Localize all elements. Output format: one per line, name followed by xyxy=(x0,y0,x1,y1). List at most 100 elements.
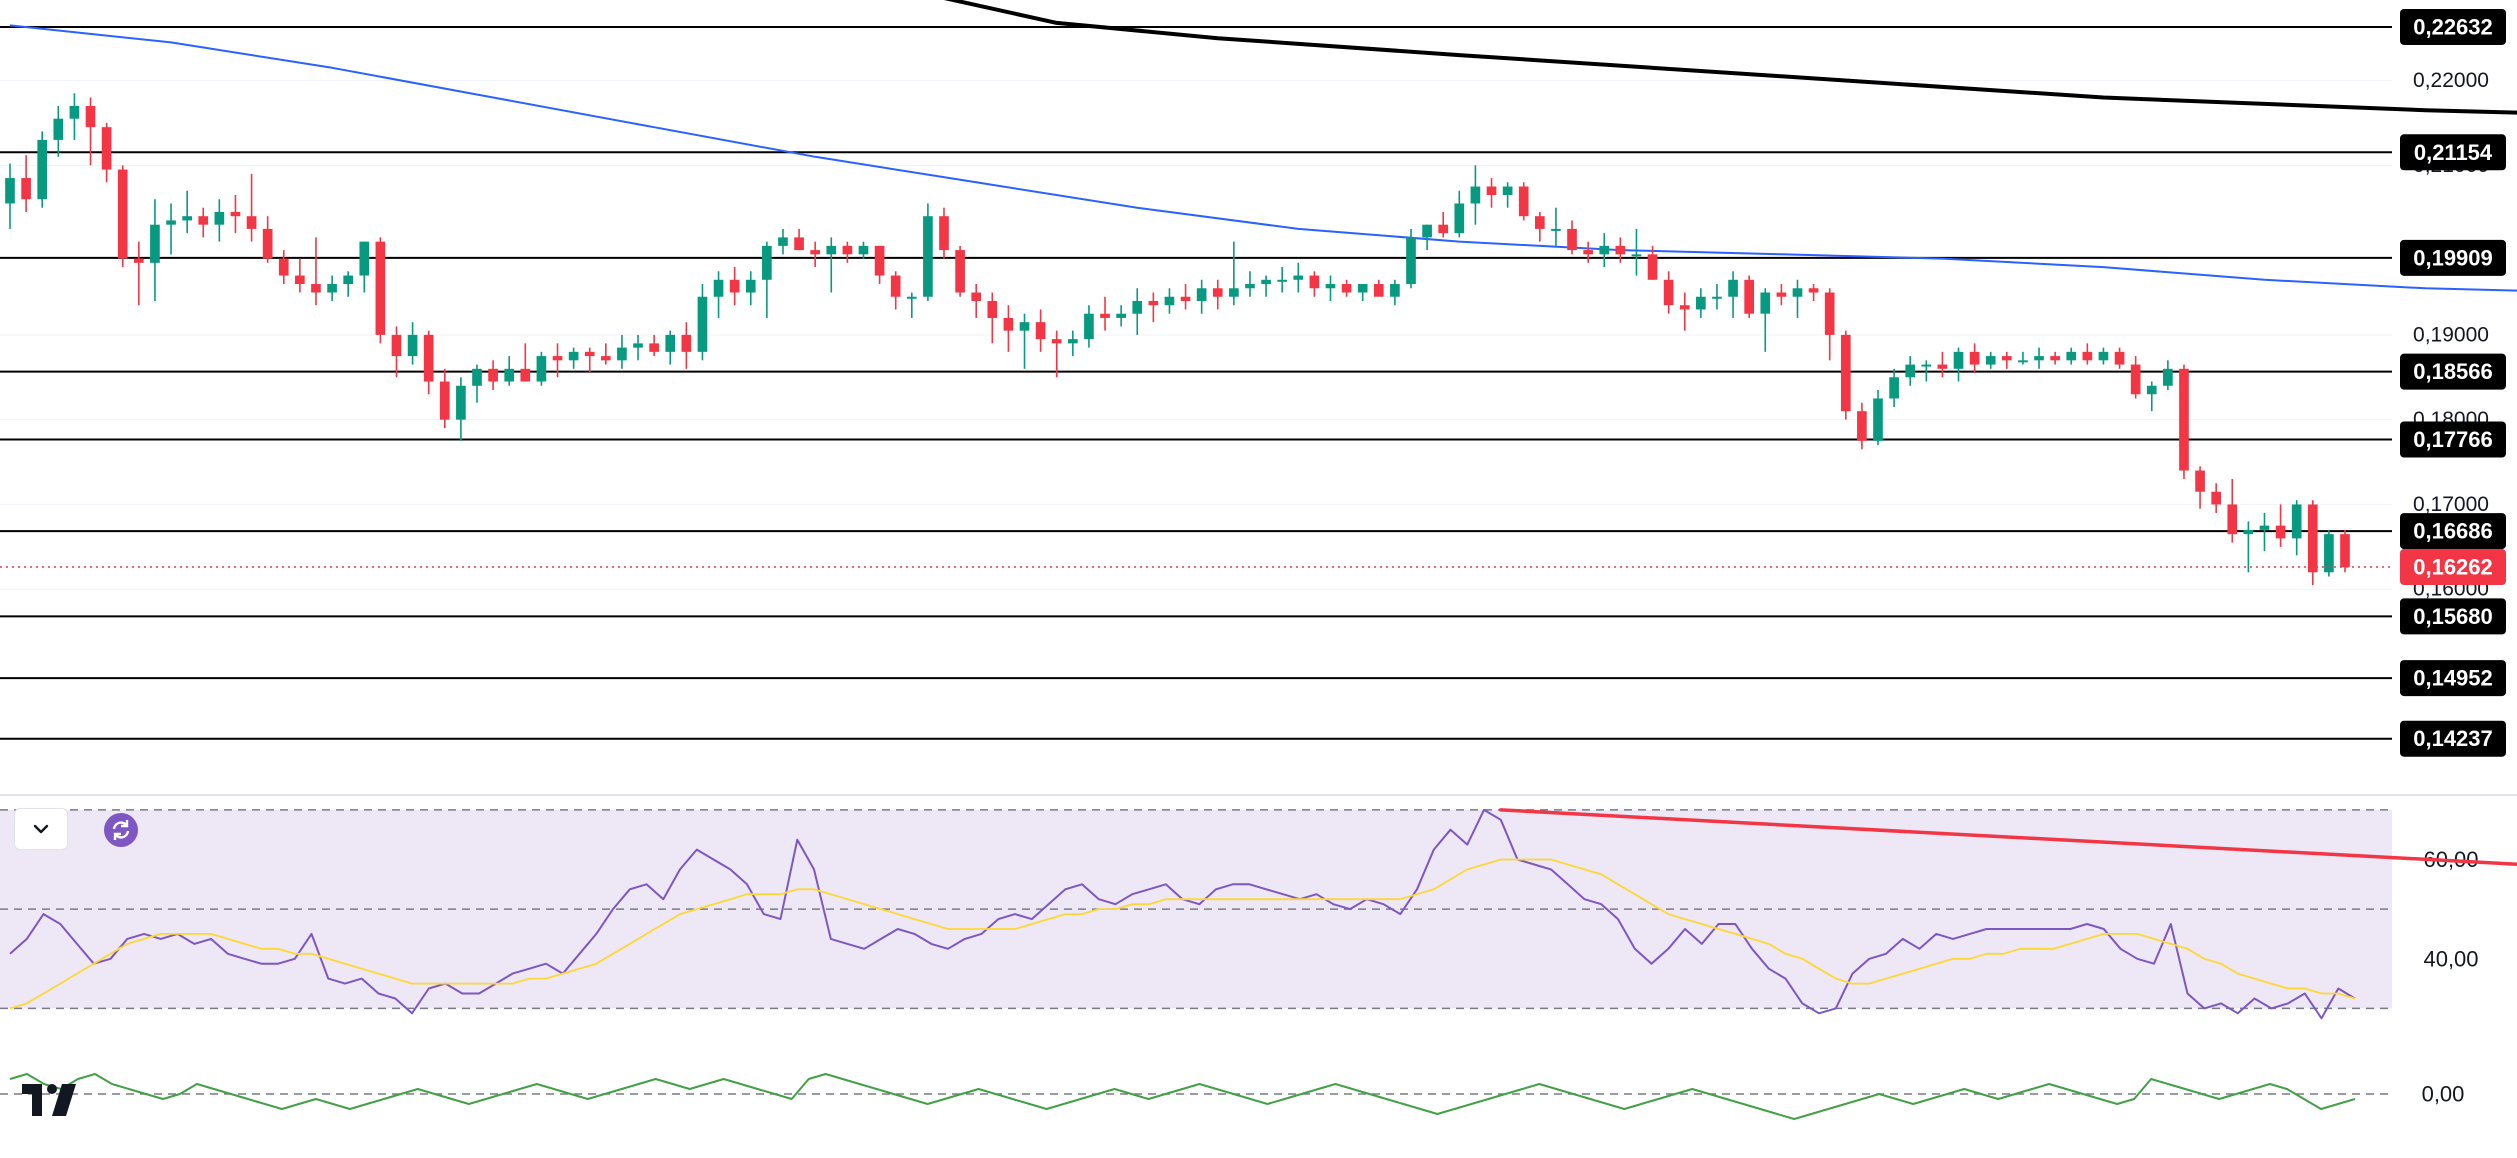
candle-body xyxy=(729,279,740,293)
candle-body xyxy=(1857,411,1867,441)
candle-body xyxy=(1245,284,1255,289)
candle-body xyxy=(1325,284,1336,289)
refresh-button[interactable] xyxy=(100,810,142,850)
candle-body xyxy=(1293,275,1304,280)
level-label-bg xyxy=(2400,353,2506,390)
candle-body xyxy=(762,245,772,280)
candle-body xyxy=(971,292,982,301)
collapse-button[interactable] xyxy=(14,808,68,850)
candle-body xyxy=(1035,322,1046,340)
rsi-line-yellow xyxy=(9,858,2356,1010)
candle-body xyxy=(1100,313,1110,318)
level-label: 0,17766 xyxy=(2413,427,2493,452)
oscillator-y-tick-label: 0,00 xyxy=(2422,1082,2465,1107)
candle-body xyxy=(69,105,80,119)
candle-body xyxy=(2275,525,2286,539)
candle-body xyxy=(1792,288,1803,297)
candle-body xyxy=(665,334,676,352)
candle-body xyxy=(37,139,48,200)
candle-body xyxy=(2066,351,2077,361)
candle-body xyxy=(2001,356,2012,361)
candle-body xyxy=(198,216,209,225)
candle-body xyxy=(1357,284,1368,293)
price-y-tick-label: 0,22000 xyxy=(2413,69,2489,92)
candle-body xyxy=(1341,284,1352,293)
candle-body xyxy=(713,279,724,297)
candle-body xyxy=(1373,284,1384,297)
candle-body xyxy=(1518,186,1529,217)
current-price-label: 0,16262 xyxy=(2413,555,2493,580)
moving-average-blue-line xyxy=(9,24,2517,292)
candle-body xyxy=(1551,228,1561,231)
level-label-bg xyxy=(2400,8,2506,45)
candle-body xyxy=(2146,385,2157,395)
candle-body xyxy=(1776,292,1787,297)
level-label: 0,14952 xyxy=(2413,666,2493,691)
candle-body xyxy=(1985,356,1996,365)
candle-body xyxy=(1824,292,1835,335)
candle-body xyxy=(568,351,579,361)
candle-body xyxy=(1921,364,1932,367)
candle-body xyxy=(810,250,821,255)
candle-body xyxy=(1889,377,1899,399)
candle-body xyxy=(1019,322,1030,331)
candle-body xyxy=(1180,296,1191,301)
candle-body xyxy=(939,216,949,251)
candle-body xyxy=(2243,529,2254,535)
candle-body xyxy=(858,245,869,255)
candle-body xyxy=(2163,368,2173,386)
candle-body xyxy=(2307,504,2318,573)
candle-body xyxy=(472,368,482,386)
candle-body xyxy=(2291,504,2302,539)
candle-body xyxy=(617,347,627,361)
price-y-tick-label: 0,17000 xyxy=(2413,493,2489,516)
candle-body xyxy=(1309,275,1320,289)
tradingview-logo xyxy=(22,1084,76,1116)
candle-body xyxy=(117,169,128,259)
candle-body xyxy=(1583,250,1593,255)
candle-body xyxy=(1212,288,1223,297)
candle-body xyxy=(1003,317,1014,331)
candle-body xyxy=(536,356,547,382)
level-label-bg xyxy=(2400,134,2506,171)
candle-body xyxy=(407,334,418,357)
candle-body xyxy=(923,216,933,297)
candle-body xyxy=(278,258,289,276)
candle-body xyxy=(1953,351,1964,369)
candle-body xyxy=(1696,296,1706,310)
candle-body xyxy=(1728,279,1738,297)
candle-body xyxy=(681,334,692,352)
candle-body xyxy=(2259,525,2270,530)
candle-body xyxy=(359,241,370,276)
candle-body xyxy=(1261,279,1271,285)
candle-body xyxy=(2195,470,2205,492)
candle-body xyxy=(1229,288,1239,297)
candle-body xyxy=(1502,186,1513,195)
level-label-bg xyxy=(2400,239,2506,276)
current-price-label-bg xyxy=(2400,549,2506,586)
level-label: 0,14237 xyxy=(2413,726,2493,751)
candle-body xyxy=(697,296,708,352)
candle-body xyxy=(327,284,337,293)
candle-body xyxy=(295,275,305,285)
candle-body xyxy=(633,343,643,348)
candle-body xyxy=(1840,334,1851,412)
candle-body xyxy=(649,343,659,352)
candle-body xyxy=(1937,364,1948,369)
candle-body xyxy=(150,224,160,263)
level-label-bg xyxy=(2400,720,2506,757)
candle-body xyxy=(1969,351,1980,365)
candle-body xyxy=(1647,254,1658,280)
candle-body xyxy=(1663,279,1674,306)
candle-body xyxy=(343,275,354,285)
candle-body xyxy=(311,284,321,293)
candle-body xyxy=(456,385,466,420)
level-label-bg xyxy=(2400,598,2506,635)
candle-body xyxy=(2018,360,2028,363)
candle-body xyxy=(1196,288,1207,301)
candle-body xyxy=(794,237,804,251)
candle-body xyxy=(133,258,144,263)
level-label-bg xyxy=(2400,513,2506,550)
